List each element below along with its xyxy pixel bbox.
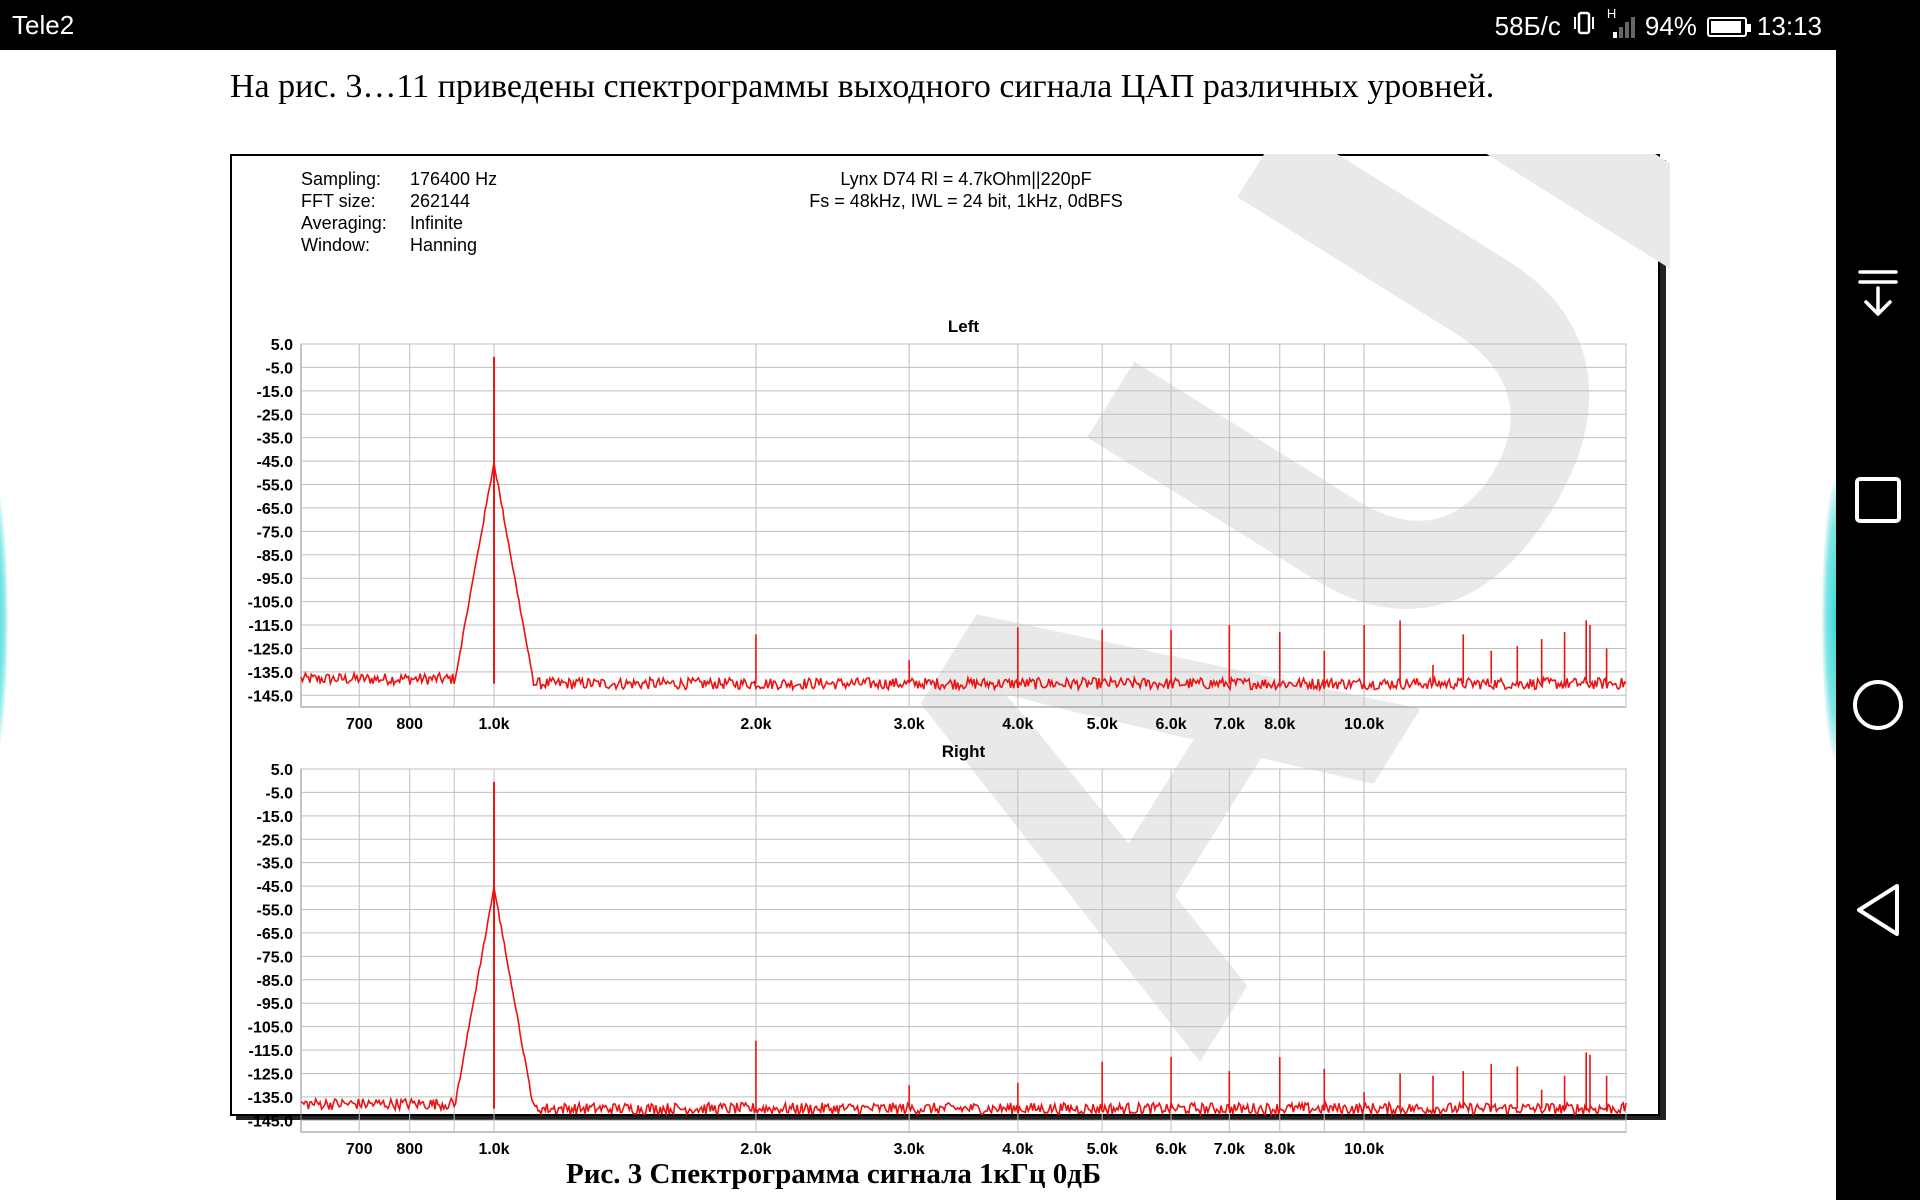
edge-glow-right [1822,480,1836,760]
x-tick-label: 3.0k [894,716,925,733]
y-tick-label: 5.0 [271,337,293,354]
home-circle-icon[interactable] [1836,678,1920,732]
back-triangle-icon[interactable] [1836,882,1920,938]
y-tick-label: -105.0 [248,1020,293,1037]
status-bar: Tele2 58Б/с H 94% 13:13 [0,0,1920,50]
edge-glow-left [0,480,8,760]
y-tick-label: -105.0 [248,595,293,612]
x-tick-label: 1.0k [478,1141,509,1158]
y-tick-label: -135.0 [248,1090,293,1107]
y-tick-label: -55.0 [257,903,294,920]
y-tick-label: -145.0 [248,1113,293,1130]
clock: 13:13 [1756,11,1822,41]
y-tick-label: -135.0 [248,665,293,682]
figure-caption: Рис. 3 Спектрограмма сигнала 1кГц 0дБ [566,1158,1102,1190]
x-tick-label: 8.0k [1264,1141,1295,1158]
info-key: Sampling: [301,169,381,189]
info-key: Averaging: [301,213,387,233]
y-tick-label: -15.0 [257,384,294,401]
chart-title-line: Lynx D74 Rl = 4.7kOhm||220pF [840,169,1091,189]
x-tick-label: 7.0k [1214,716,1245,733]
y-tick-label: 5.0 [271,762,293,779]
panel-left: Left 5.0 -5.0 -15.0 -25.0 -35.0 -45.0 -55.0 -65.… [248,317,1627,733]
vibrate-icon [1571,10,1597,43]
y-tick-label: -45.0 [257,879,294,896]
y-tick-label: -75.0 [257,949,294,966]
x-tick-label: 4.0k [1002,716,1033,733]
pull-down-icon[interactable] [1836,268,1920,318]
y-tick-label: -85.0 [257,973,294,990]
info-value: 262144 [410,191,470,211]
y-tick-label: -125.0 [248,641,293,658]
y-tick-label: -65.0 [257,501,294,518]
chart-frame [230,154,1660,1116]
y-tick-label: -65.0 [257,926,294,943]
y-tick-label: -125.0 [248,1066,293,1083]
x-tick-label: 4.0k [1002,1141,1033,1158]
navigation-bar [1836,0,1920,1200]
y-tick-label: -35.0 [257,431,294,448]
recents-square-icon[interactable] [1836,476,1920,524]
y-tick-label: -115.0 [249,1043,294,1060]
x-tick-label: 7.0k [1214,1141,1245,1158]
y-tick-label: -5.0 [265,785,293,802]
x-tick-label: 3.0k [894,1141,925,1158]
carrier-name: Tele2 [12,10,75,40]
x-tick-label: 5.0k [1087,716,1118,733]
info-key: Window: [301,235,370,255]
spectrum-trace [300,462,1627,693]
y-tick-label: -15.0 [257,809,294,826]
x-tick-label: 8.0k [1264,716,1295,733]
chart-title-line: Fs = 48kHz, IWL = 24 bit, 1kHz, 0dBFS [809,191,1122,211]
panel-right: Right 5.0 -5.0 -15.0 -25.0 -35.0 -45.0 -55.0 -65… [248,742,1627,1158]
battery-percent: 94% [1644,11,1697,41]
panel-title: Left [948,317,980,336]
spectrum-trace [300,886,1627,1118]
y-tick-label: -35.0 [257,856,294,873]
y-tick-label: -115.0 [249,618,294,635]
battery-icon [1706,16,1751,37]
x-tick-label: 1.0k [478,716,509,733]
net-speed: 58Б/с [1494,11,1561,41]
network-type-badge: H [1606,5,1617,21]
info-value: Infinite [410,213,463,233]
x-tick-label: 2.0k [740,1141,771,1158]
y-tick-label: -5.0 [265,360,293,377]
y-tick-label: -45.0 [257,454,294,471]
info-value: Hanning [410,235,477,255]
y-tick-label: -85.0 [257,548,294,565]
x-tick-label: 10.0k [1344,716,1384,733]
x-tick-label: 6.0k [1155,1141,1186,1158]
info-key: FFT size: [301,191,376,211]
intro-paragraph: На рис. 3…11 приведены спектрограммы вых… [230,68,1495,105]
document-page[interactable]: На рис. 3…11 приведены спектрограммы вых… [0,50,1836,1200]
x-tick-label: 700 [346,716,373,733]
x-tick-label: 5.0k [1087,1141,1118,1158]
y-tick-label: -55.0 [257,478,294,495]
y-tick-label: -145.0 [248,688,293,705]
panel-title: Right [942,742,986,761]
x-tick-label: 800 [396,1141,423,1158]
info-value: 176400 Hz [410,169,497,189]
y-tick-label: -25.0 [257,832,294,849]
x-tick-label: 800 [396,716,423,733]
x-tick-label: 10.0k [1344,1141,1384,1158]
mobile-signal-icon: H [1607,6,1635,38]
y-tick-label: -25.0 [257,407,294,424]
y-tick-label: -75.0 [257,524,294,541]
x-tick-label: 2.0k [740,716,771,733]
x-tick-label: 6.0k [1155,716,1186,733]
y-tick-label: -95.0 [257,996,294,1013]
x-tick-label: 700 [346,1141,373,1158]
y-tick-label: -95.0 [257,571,294,588]
